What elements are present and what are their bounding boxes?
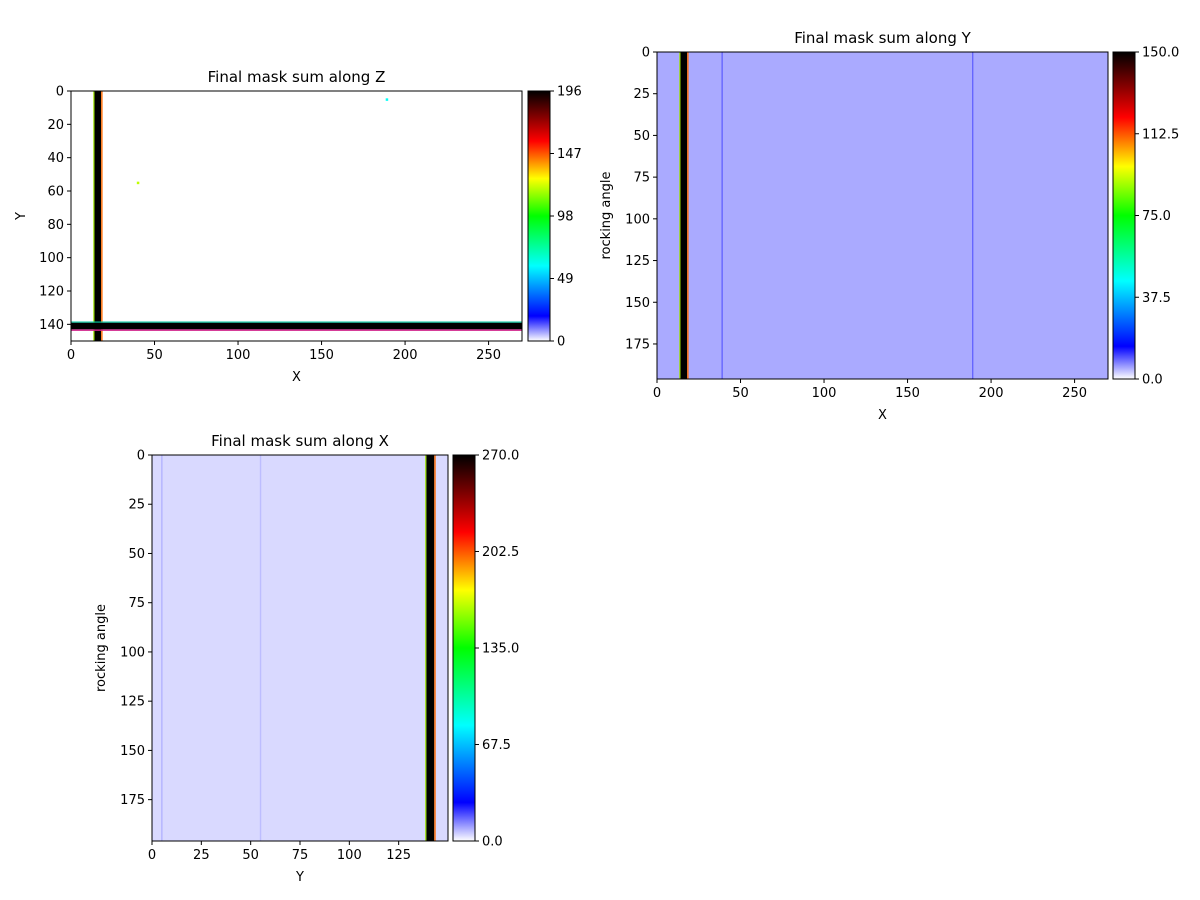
colorbar-tick-label: 49 [557, 272, 574, 287]
x-tick-label: 50 [146, 348, 163, 363]
mask-vertical-band [680, 52, 688, 379]
y-tick-label: 175 [625, 337, 650, 352]
y-tick-label: 150 [625, 296, 650, 311]
x-tick-label: 100 [812, 386, 837, 401]
colorbar-tick-label: 98 [557, 210, 574, 225]
y-tick-label: 100 [39, 251, 64, 266]
x-tick-label: 125 [386, 848, 411, 863]
heatmap-background [71, 91, 522, 341]
x-tick-label: 0 [67, 348, 75, 363]
colorbar-tick-label: 135.0 [482, 642, 519, 657]
colorbar-tick-label: 0 [557, 335, 565, 350]
y-tick-label: 100 [120, 645, 145, 660]
chart-title: Final mask sum along Z [208, 68, 386, 86]
x-tick-label: 0 [653, 386, 661, 401]
mask-point [136, 181, 140, 185]
y-tick-label: 40 [47, 151, 64, 166]
y-tick-label: 60 [47, 185, 64, 200]
x-tick-label: 100 [337, 848, 362, 863]
y-axis-label: rocking angle [599, 172, 614, 260]
mask-vertical-band [94, 91, 102, 341]
colorbar [1112, 51, 1136, 380]
colorbar-tick-label: 147 [557, 147, 582, 162]
x-axis-label: Y [295, 870, 304, 885]
x-tick-label: 25 [193, 848, 210, 863]
axes-frame [656, 51, 1109, 380]
x-tick-label: 250 [1062, 386, 1087, 401]
heatmap-background [657, 52, 1108, 379]
colorbar-tick-label: 0.0 [482, 835, 503, 850]
y-tick-label: 25 [128, 498, 145, 513]
y-tick-label: 125 [120, 695, 145, 710]
y-tick-label: 80 [47, 218, 64, 233]
heatmap-background [152, 455, 448, 841]
colorbar-tick-label: 67.5 [482, 738, 511, 753]
colorbar-tick-label: 202.5 [482, 545, 519, 560]
y-tick-label: 0 [137, 449, 145, 464]
heatmap-panel-x: 0 25 50 75 100 125 0 25 50 75 100 125 150 175 Final ma… [94, 432, 519, 885]
x-tick-label: 50 [242, 848, 259, 863]
y-tick-label: 50 [128, 547, 145, 562]
y-tick-label: 125 [625, 254, 650, 269]
colorbar-tick-label: 75.0 [1142, 209, 1171, 224]
x-tick-label: 50 [732, 386, 749, 401]
y-axis-label: rocking angle [94, 604, 109, 692]
y-axis-label: Y [14, 212, 29, 221]
mask-vertical-band [426, 455, 435, 841]
y-tick-label: 75 [128, 596, 145, 611]
y-tick-label: 0 [56, 85, 64, 100]
x-tick-label: 250 [476, 348, 501, 363]
y-tick-label: 140 [39, 318, 64, 333]
colorbar-tick-label: 150.0 [1142, 46, 1179, 61]
x-tick-label: 75 [292, 848, 309, 863]
colorbar-tick-label: 196 [557, 85, 582, 100]
heatmap-panel-z: 0 50 100 150 200 250 0 20 40 60 80 100 120 140 Final m… [14, 68, 582, 385]
mask-point [385, 98, 389, 101]
colorbar-tick-label: 112.5 [1142, 127, 1179, 142]
y-tick-label: 25 [633, 87, 650, 102]
x-tick-label: 100 [226, 348, 251, 363]
y-tick-label: 0 [642, 46, 650, 61]
colorbar [527, 90, 551, 342]
mask-horizontal-band [71, 322, 522, 330]
y-tick-label: 100 [625, 212, 650, 227]
colorbar-tick-label: 0.0 [1142, 373, 1163, 388]
colorbar-tick-label: 270.0 [482, 449, 519, 464]
chart-title: Final mask sum along Y [794, 29, 971, 47]
y-tick-label: 150 [120, 744, 145, 759]
y-tick-label: 175 [120, 793, 145, 808]
x-axis-label: X [292, 370, 301, 385]
y-tick-label: 50 [633, 129, 650, 144]
y-tick-label: 75 [633, 171, 650, 186]
heatmap-panel-y: 0 50 100 150 200 250 0 25 50 75 100 125 150 175 Final … [599, 29, 1179, 423]
x-tick-label: 200 [979, 386, 1004, 401]
x-axis-label: X [878, 408, 887, 423]
y-tick-label: 120 [39, 285, 64, 300]
colorbar-tick-label: 37.5 [1142, 291, 1171, 306]
colorbar [452, 454, 476, 842]
x-tick-label: 150 [309, 348, 334, 363]
x-tick-label: 200 [393, 348, 418, 363]
chart-title: Final mask sum along X [211, 432, 389, 450]
y-tick-label: 20 [47, 118, 64, 133]
x-tick-label: 150 [895, 386, 920, 401]
x-tick-label: 0 [148, 848, 156, 863]
axes-frame [70, 90, 523, 342]
